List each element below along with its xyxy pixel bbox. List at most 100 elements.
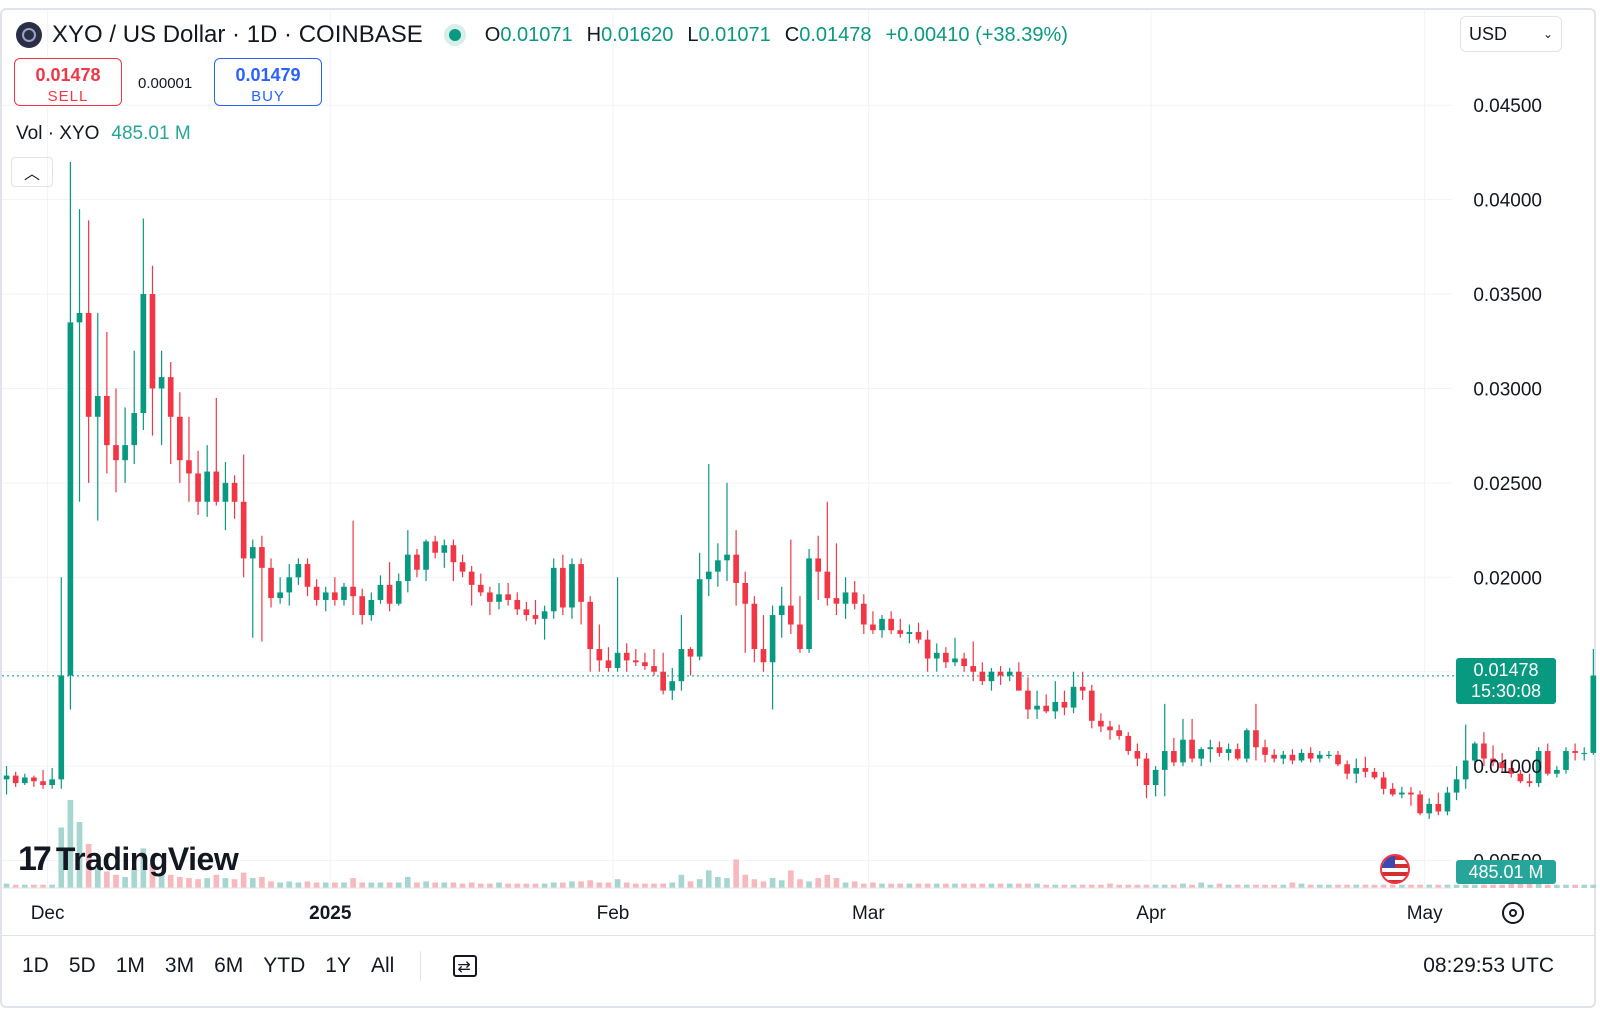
timeframe-1m[interactable]: 1M <box>115 954 145 977</box>
candle-up[interactable] <box>1243 730 1250 759</box>
candle-up[interactable] <box>341 586 347 600</box>
candle-down[interactable] <box>1253 730 1259 748</box>
candle-down[interactable] <box>104 396 110 446</box>
candle-down[interactable] <box>1107 726 1113 731</box>
candle-down[interactable] <box>888 618 894 631</box>
candle-down[interactable] <box>596 649 603 661</box>
candle-down[interactable] <box>815 558 822 572</box>
candle-up[interactable] <box>1326 754 1332 757</box>
candle-down[interactable] <box>268 567 274 599</box>
candle-up[interactable] <box>1225 749 1232 753</box>
candle-down[interactable] <box>1043 705 1050 712</box>
candle-down[interactable] <box>514 599 521 610</box>
candle-up[interactable] <box>1006 671 1013 676</box>
candle-up[interactable] <box>933 652 940 659</box>
candle-up[interactable] <box>395 581 402 604</box>
candle-up[interactable] <box>94 396 101 417</box>
candle-up[interactable] <box>441 545 448 553</box>
candle-down[interactable] <box>797 624 803 650</box>
candle-up[interactable] <box>1554 769 1560 774</box>
timeframe-1d[interactable]: 1D <box>22 954 49 977</box>
candle-down[interactable] <box>833 598 840 604</box>
candle-up[interactable] <box>1180 739 1186 763</box>
candle-down[interactable] <box>1544 751 1551 774</box>
candle-up[interactable] <box>21 777 28 784</box>
candle-up[interactable] <box>806 558 812 650</box>
candle-down[interactable] <box>1234 749 1241 759</box>
candle-down[interactable] <box>332 592 338 600</box>
candle-down[interactable] <box>213 471 220 502</box>
candle-down[interactable] <box>450 545 457 563</box>
candle-up[interactable] <box>1590 675 1597 753</box>
candle-down[interactable] <box>259 547 265 568</box>
candle-down[interactable] <box>587 601 594 650</box>
candle-up[interactable] <box>277 592 283 599</box>
candle-down[interactable] <box>1061 701 1068 708</box>
candle-up[interactable] <box>769 615 776 663</box>
candle-down[interactable] <box>943 652 949 663</box>
candle-up[interactable] <box>249 547 256 559</box>
candle-down[interactable] <box>979 671 986 682</box>
collapse-legend-button[interactable]: ︿ <box>11 157 53 187</box>
candle-down[interactable] <box>915 632 922 640</box>
candle-down[interactable] <box>751 603 758 650</box>
candle-up[interactable] <box>204 471 211 502</box>
candle-up[interactable] <box>1298 752 1305 761</box>
candle-down[interactable] <box>1408 792 1414 795</box>
candle-down[interactable] <box>459 562 466 572</box>
candle-down[interactable] <box>231 482 238 502</box>
candle-up[interactable] <box>1444 792 1451 812</box>
candle-up[interactable] <box>1161 751 1168 770</box>
candle-down[interactable] <box>186 460 192 474</box>
candle-up[interactable] <box>1152 769 1159 786</box>
candle-down[interactable] <box>1171 751 1177 763</box>
candle-down[interactable] <box>578 564 584 602</box>
candle-up[interactable] <box>1399 792 1405 795</box>
candle-up[interactable] <box>906 632 913 634</box>
candle-up[interactable] <box>286 577 293 593</box>
us-flag-icon[interactable] <box>1380 854 1410 884</box>
candle-down[interactable] <box>1079 686 1086 691</box>
candle-up[interactable] <box>222 482 229 502</box>
candle-down[interactable] <box>687 649 694 657</box>
date-range-icon[interactable] <box>451 951 481 981</box>
candle-down[interactable] <box>1572 751 1578 753</box>
candle-down[interactable] <box>487 592 493 602</box>
candle-up[interactable] <box>705 571 712 580</box>
candle-up[interactable] <box>1052 701 1059 712</box>
candle-down[interactable] <box>1262 747 1268 755</box>
volume-legend[interactable]: Vol · XYO 485.01 M <box>16 123 191 145</box>
candle-up[interactable] <box>1198 749 1205 759</box>
timeframe-3m[interactable]: 3M <box>164 954 195 977</box>
candle-up[interactable] <box>140 294 147 414</box>
candle-up[interactable] <box>3 775 10 780</box>
candle-down[interactable] <box>1417 794 1423 814</box>
candle-down[interactable] <box>924 639 931 659</box>
candle-down[interactable] <box>970 666 977 672</box>
candle-down[interactable] <box>851 592 858 604</box>
candle-down[interactable] <box>468 571 475 585</box>
candle-down[interactable] <box>824 571 831 599</box>
candle-up[interactable] <box>696 579 703 657</box>
candle-up[interactable] <box>1471 743 1478 761</box>
candle-up[interactable] <box>1207 747 1214 750</box>
candle-down[interactable] <box>1271 754 1277 759</box>
candle-down[interactable] <box>1015 671 1022 691</box>
candle-down[interactable] <box>560 567 566 608</box>
candle-up[interactable] <box>496 594 502 602</box>
candle-down[interactable] <box>1380 777 1387 789</box>
candle-down[interactable] <box>860 603 867 625</box>
candle-down[interactable] <box>961 658 967 667</box>
candle-up[interactable] <box>1280 754 1287 759</box>
candle-up[interactable] <box>295 564 302 578</box>
candle-down[interactable] <box>605 660 612 668</box>
candle-up[interactable] <box>715 560 721 572</box>
candle-up[interactable] <box>879 618 885 631</box>
candle-down[interactable] <box>414 554 420 570</box>
candle-up[interactable] <box>1070 686 1077 708</box>
candle-down[interactable] <box>660 671 666 691</box>
candle-down[interactable] <box>12 775 19 784</box>
tradingview-logo[interactable]: 17 TradingView <box>18 840 239 879</box>
candle-up[interactable] <box>49 779 55 786</box>
candle-down[interactable] <box>1508 768 1515 774</box>
